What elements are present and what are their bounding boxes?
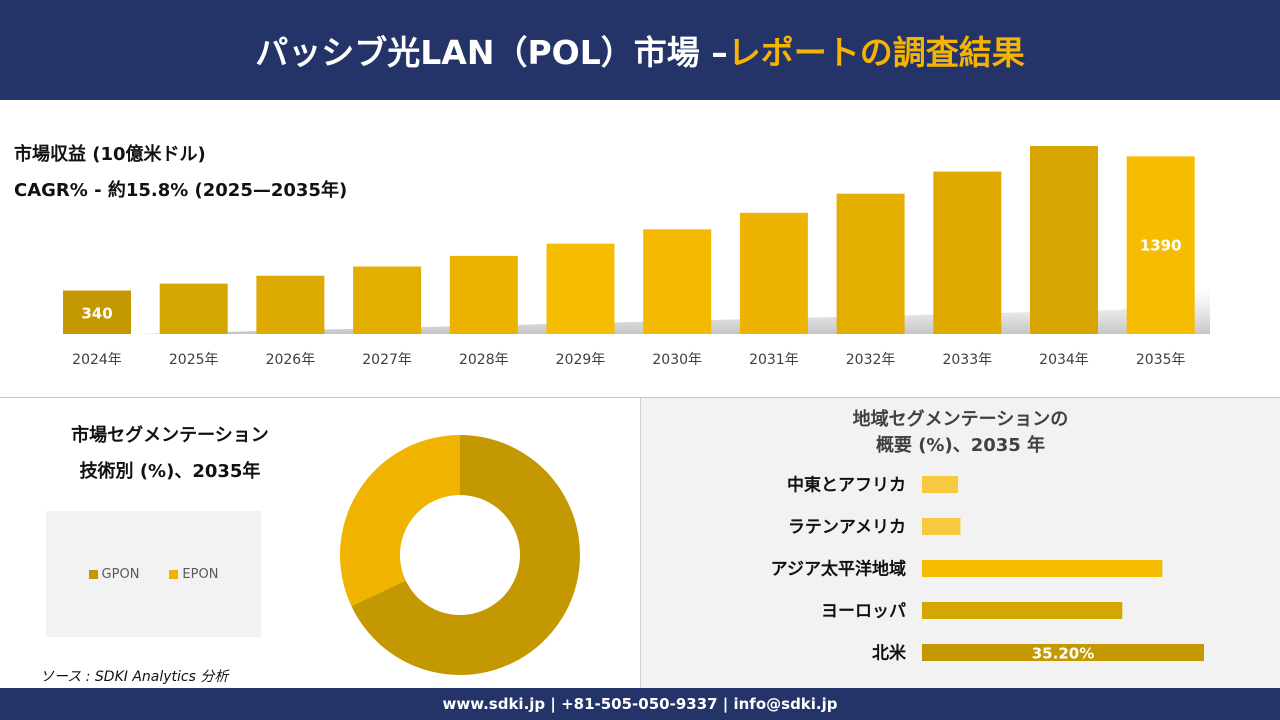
- x-tick-label: 2029年: [556, 352, 606, 368]
- bar-2031年: [739, 212, 808, 334]
- revenue-title: 市場収益 (10億米ドル): [14, 144, 206, 165]
- region-title-line1: 地域セグメンテーションの: [852, 409, 1069, 430]
- region-bar-4: [922, 644, 1204, 661]
- region-panel: [641, 398, 1280, 688]
- legend-swatch-gpon: [88, 569, 98, 579]
- x-tick-label: 2025年: [169, 352, 219, 368]
- region-bar-3: [922, 602, 1123, 619]
- x-tick-label: 2028年: [459, 352, 509, 368]
- region-label: ヨーロッパ: [821, 602, 906, 622]
- x-tick-label: 2032年: [846, 352, 896, 368]
- legend-item-gpon: GPON: [88, 566, 140, 582]
- x-tick-label: 2033年: [942, 352, 992, 368]
- bar-2024年: [63, 290, 131, 334]
- bar-2025年: [159, 283, 228, 334]
- technology-donut-chart: [340, 435, 580, 675]
- legend-item-epon: EPON: [169, 567, 218, 582]
- legend-swatch-epon: [169, 569, 179, 579]
- donut-slice-epon: [340, 435, 460, 607]
- region-label: 中東とアフリカ: [787, 475, 906, 496]
- region-label: アジア太平洋地域: [771, 559, 906, 580]
- cagr-label: CAGR% - 約15.8% (2025—2035年): [14, 180, 348, 201]
- bar-2029年: [546, 243, 615, 334]
- bar-2026年: [256, 275, 325, 334]
- segment-title-line2: 技術別 (%)、2035年: [79, 461, 261, 482]
- bar-2030年: [643, 229, 712, 334]
- source-note: ソース : SDKI Analytics 分析: [40, 669, 229, 685]
- x-tick-label: 2026年: [266, 352, 316, 368]
- bar-2035年: [1126, 156, 1195, 334]
- donut-legend: GPON EPON: [46, 511, 261, 637]
- region-label: 北米: [872, 643, 907, 664]
- x-tick-label: 2024年: [72, 352, 122, 368]
- region-data-label: 35.20%: [1032, 645, 1094, 663]
- region-label: ラテンアメリカ: [788, 518, 906, 538]
- x-tick-label: 2030年: [652, 352, 702, 368]
- segment-title-line1: 市場セグメンテーション: [71, 425, 269, 446]
- x-tick-label: 2027年: [362, 352, 412, 368]
- bar-2034年: [1030, 146, 1098, 334]
- bar-2028年: [449, 255, 518, 334]
- footer-banner: www.sdki.jp | +81-505-050-9337 | info@sd…: [0, 688, 1280, 720]
- panel-divider: [640, 398, 641, 688]
- x-tick-label: 2034年: [1039, 352, 1089, 368]
- bar-data-label: 340: [81, 304, 112, 322]
- footer-contact: www.sdki.jp | +81-505-050-9337 | info@sd…: [442, 695, 838, 713]
- region-title-line2: 概要 (%)、2035 年: [875, 435, 1046, 456]
- header-banner: パッシブ光LAN（POL）市場 –レポートの調査結果: [0, 0, 1280, 100]
- bar-2027年: [353, 266, 422, 334]
- donut-slice-gpon: [351, 435, 580, 675]
- report-title-accent: レポートの調査結果: [727, 33, 1025, 72]
- legend-label-epon: EPON: [182, 566, 219, 582]
- x-tick-label: 2035年: [1136, 352, 1186, 368]
- region-bar-2: [922, 560, 1163, 577]
- bar-2032年: [836, 193, 905, 334]
- section-divider: [0, 397, 1280, 398]
- report-title: パッシブ光LAN（POL）市場 –レポートの調査結果: [255, 26, 1024, 74]
- x-tick-label: 2031年: [749, 352, 799, 368]
- bar-data-label: 1390: [1140, 236, 1182, 254]
- region-bar-1: [922, 518, 961, 535]
- region-bar-0: [922, 476, 959, 493]
- bar-2033年: [933, 171, 1002, 334]
- report-title-main: パッシブ光LAN（POL）市場 –: [255, 33, 728, 72]
- legend-label-gpon: GPON: [101, 566, 140, 582]
- revenue-bar-chart: 2024年 340 2025年 2026年 2027年 2028年 2029年 2030年 20…: [63, 146, 1210, 368]
